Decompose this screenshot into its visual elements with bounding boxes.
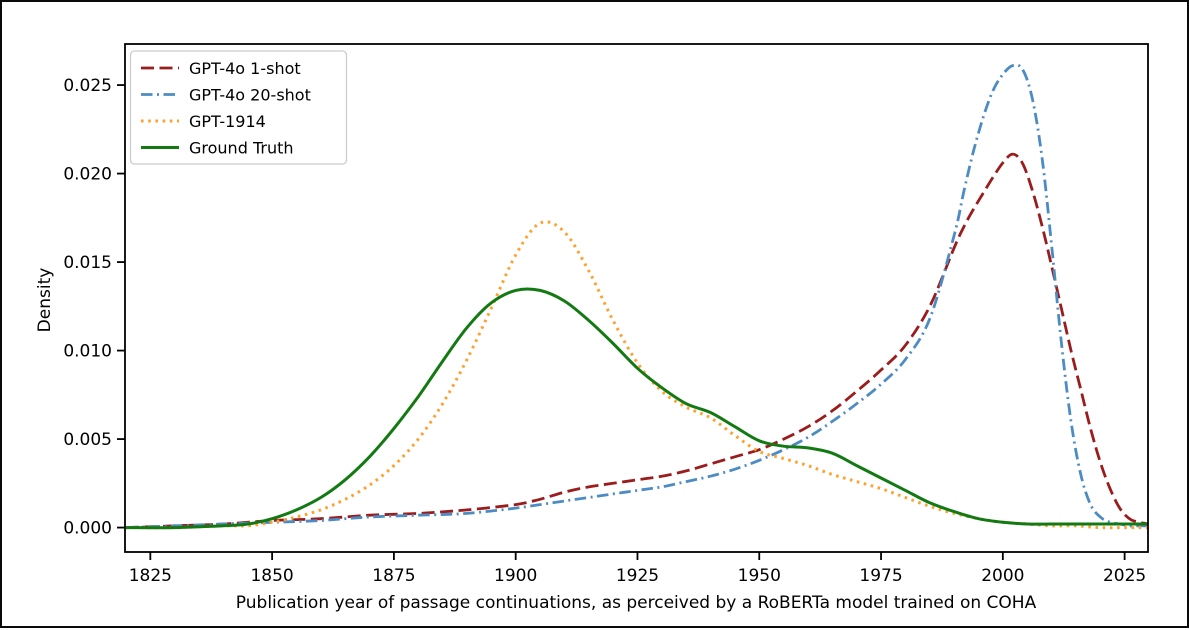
x-tick-label: 1900 bbox=[494, 566, 537, 586]
legend-label: GPT-4o 20-shot bbox=[189, 86, 311, 105]
legend-item-gpt-1914: GPT-1914 bbox=[141, 112, 266, 131]
curve-gpt-4o-1-shot bbox=[125, 152, 1148, 529]
plot-curves bbox=[125, 63, 1148, 530]
legend-label: Ground Truth bbox=[189, 139, 294, 158]
x-tick-label: 1925 bbox=[616, 566, 659, 586]
x-tick-label: 2000 bbox=[981, 566, 1024, 586]
curve-gpt-1914 bbox=[125, 220, 1148, 530]
legend-box bbox=[129, 50, 348, 165]
x-tick-label: 1875 bbox=[372, 566, 415, 586]
legend-item-gpt-4o-20-shot: GPT-4o 20-shot bbox=[141, 86, 311, 105]
y-axis-label: Density bbox=[35, 268, 55, 333]
x-axis-label: Publication year of passage continuation… bbox=[236, 593, 1037, 613]
y-tick-label: 0.000 bbox=[63, 519, 112, 539]
x-tick-label: 1950 bbox=[738, 566, 781, 586]
curve-gpt-4o-20-shot bbox=[125, 63, 1148, 529]
x-tick-label: 1975 bbox=[859, 566, 902, 586]
x-tick-label: 1825 bbox=[129, 566, 172, 586]
axes: 1825 1850 1875 1900 1925 1950 1975 2000 2025 0.00… bbox=[63, 43, 1149, 586]
y-tick-label: 0.020 bbox=[63, 165, 112, 185]
x-tick-label: 2025 bbox=[1103, 566, 1146, 586]
legend-item-gpt-4o-1-shot: GPT-4o 1-shot bbox=[141, 59, 301, 78]
y-tick-label: 0.025 bbox=[63, 76, 112, 96]
legend-label: GPT-4o 1-shot bbox=[189, 59, 301, 78]
legend-item-ground-truth: Ground Truth bbox=[141, 139, 294, 158]
x-tick-label: 1850 bbox=[250, 566, 293, 586]
y-tick-label: 0.010 bbox=[63, 342, 112, 362]
y-tick-label: 0.005 bbox=[63, 430, 112, 450]
plot-border bbox=[124, 43, 1149, 553]
curve-ground-truth bbox=[125, 287, 1148, 530]
legend: GPT-4o 1-shot GPT-4o 20-shot GPT-1914 Gr… bbox=[129, 50, 348, 165]
y-tick-label: 0.015 bbox=[63, 253, 112, 273]
legend-label: GPT-1914 bbox=[189, 112, 266, 131]
